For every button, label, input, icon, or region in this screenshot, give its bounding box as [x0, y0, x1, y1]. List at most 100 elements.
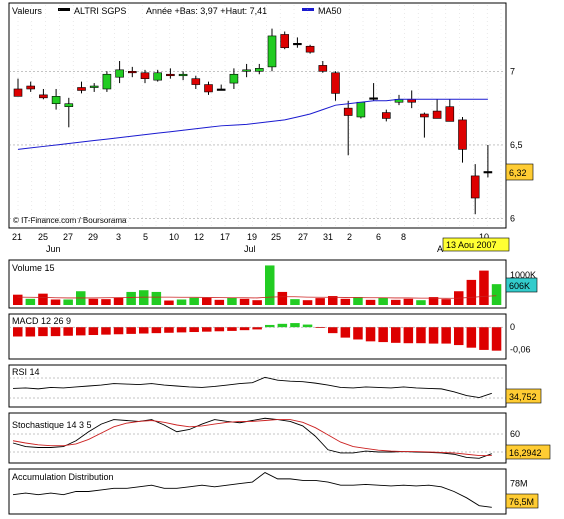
candle-body: [89, 85, 99, 88]
candle-body: [293, 43, 302, 46]
volume-bar: [378, 297, 388, 305]
candle-body: [204, 84, 213, 93]
volume-bar: [176, 299, 187, 305]
macd-bar: [227, 327, 237, 331]
volume-bar: [202, 297, 212, 305]
volume-bar: [25, 298, 36, 305]
volume-bar: [328, 296, 338, 305]
candle-body: [445, 106, 455, 122]
macd-bar: [25, 327, 36, 337]
stoch-last-value: 16,2942: [509, 448, 542, 458]
candle-body: [280, 34, 290, 49]
macd-bar: [113, 327, 124, 335]
macd-bar: [391, 327, 401, 343]
macd-bar: [13, 327, 23, 337]
volume-bar: [302, 300, 313, 305]
macd-bar: [290, 323, 300, 328]
macd-bar: [315, 327, 325, 328]
credit-text: © IT-Finance.com / Boursorama: [13, 216, 127, 225]
date-axis: 21 25 27 29 3 5 10 12 17 19 25 27 31 2 6 8 10 Jun Jul A …: [12, 232, 510, 254]
day-label: 25: [38, 232, 48, 242]
volume-title: Volume 15: [12, 263, 55, 273]
volume-bar: [189, 297, 199, 305]
month-label-jun: Jun: [46, 244, 61, 254]
day-label: 2: [347, 232, 352, 242]
macd-bar: [176, 327, 187, 333]
header-label: Valeurs: [12, 6, 42, 16]
volume-bar: [403, 298, 414, 305]
macd-bar: [340, 327, 351, 338]
candle-body: [128, 71, 137, 74]
rsi-last-value: 34,752: [509, 392, 537, 402]
candle-body: [255, 68, 264, 72]
price-tick-label: 6,5: [510, 140, 523, 150]
candle-body: [140, 72, 150, 79]
price-grid: [9, 5, 506, 226]
ad-last-tag: [505, 493, 539, 509]
day-label: 10: [169, 232, 179, 242]
volume-bar: [491, 284, 502, 305]
macd-bar: [428, 327, 439, 344]
ad-panel: Accumulation Distribution 78M 76,5M: [8, 468, 539, 515]
candle-body: [102, 73, 112, 90]
candle-body: [267, 35, 277, 68]
candle-body: [26, 85, 36, 90]
day-label: 21: [12, 232, 22, 242]
volume-last-tag: [505, 277, 538, 293]
day-label: 29: [88, 232, 98, 242]
price-tick-label: 6: [510, 214, 515, 224]
candles-group: [13, 28, 493, 215]
macd-bar: [76, 327, 86, 336]
volume-bar: [63, 299, 73, 305]
price-last-value: 6,32: [509, 168, 527, 178]
day-label: 25: [271, 232, 281, 242]
rsi-line: [12, 376, 492, 398]
macd-title: MACD 12 26 9: [12, 316, 71, 326]
rsi-last-tag: [505, 388, 542, 404]
stoch-title: Stochastique 14 3 5: [12, 420, 92, 430]
volume-bar: [214, 299, 225, 305]
volume-bar: [151, 291, 162, 305]
volume-bar: [88, 298, 99, 305]
candle-body: [191, 78, 201, 85]
price-panel-frame: [8, 2, 507, 229]
header-series: ALTRI SGPS: [74, 6, 126, 16]
macd-bar: [126, 327, 136, 334]
volume-bar: [340, 298, 351, 305]
day-label: 31: [323, 232, 333, 242]
date-tag-text: 13 Aou 2007: [446, 240, 497, 250]
volume-bar: [164, 300, 174, 305]
stoch-d-line: [12, 419, 492, 457]
volume-bar: [13, 294, 23, 305]
series-legend-swatch: [58, 8, 70, 11]
header-range: Année +Bas: 3,97 +Haut: 7,41: [146, 6, 267, 16]
volume-ma-line: [17, 295, 497, 299]
price-y-axis: 76,56: [510, 66, 523, 223]
header-ma: MA50: [318, 6, 342, 16]
volume-bar: [101, 299, 111, 305]
candle-body: [216, 88, 226, 91]
macd-bar: [214, 327, 225, 332]
price-panel: Valeurs ALTRI SGPS Année +Bas: 3,97 +Hau…: [8, 2, 534, 229]
macd-bar: [164, 327, 174, 333]
month-label-aug: A: [437, 244, 443, 254]
candle-body: [420, 113, 429, 118]
macd-bar: [151, 327, 162, 334]
macd-bar: [454, 327, 464, 346]
volume-bar: [365, 299, 376, 305]
macd-bars: [13, 323, 502, 351]
candle-body: [39, 94, 48, 99]
macd-bar: [265, 324, 275, 328]
macd-bar: [328, 327, 338, 334]
ad-last-value: 76,5M: [509, 497, 534, 507]
candle-body: [242, 69, 251, 72]
month-label-jul: Jul: [244, 244, 256, 254]
volume-bar: [428, 297, 439, 305]
macd-bar: [101, 327, 111, 335]
date-tag: [442, 237, 510, 252]
macd-panel: MACD 12 26 9 0 -0,06: [8, 313, 531, 360]
day-label: 27: [63, 232, 73, 242]
macd-bar: [252, 327, 262, 330]
macd-bar: [403, 327, 414, 344]
